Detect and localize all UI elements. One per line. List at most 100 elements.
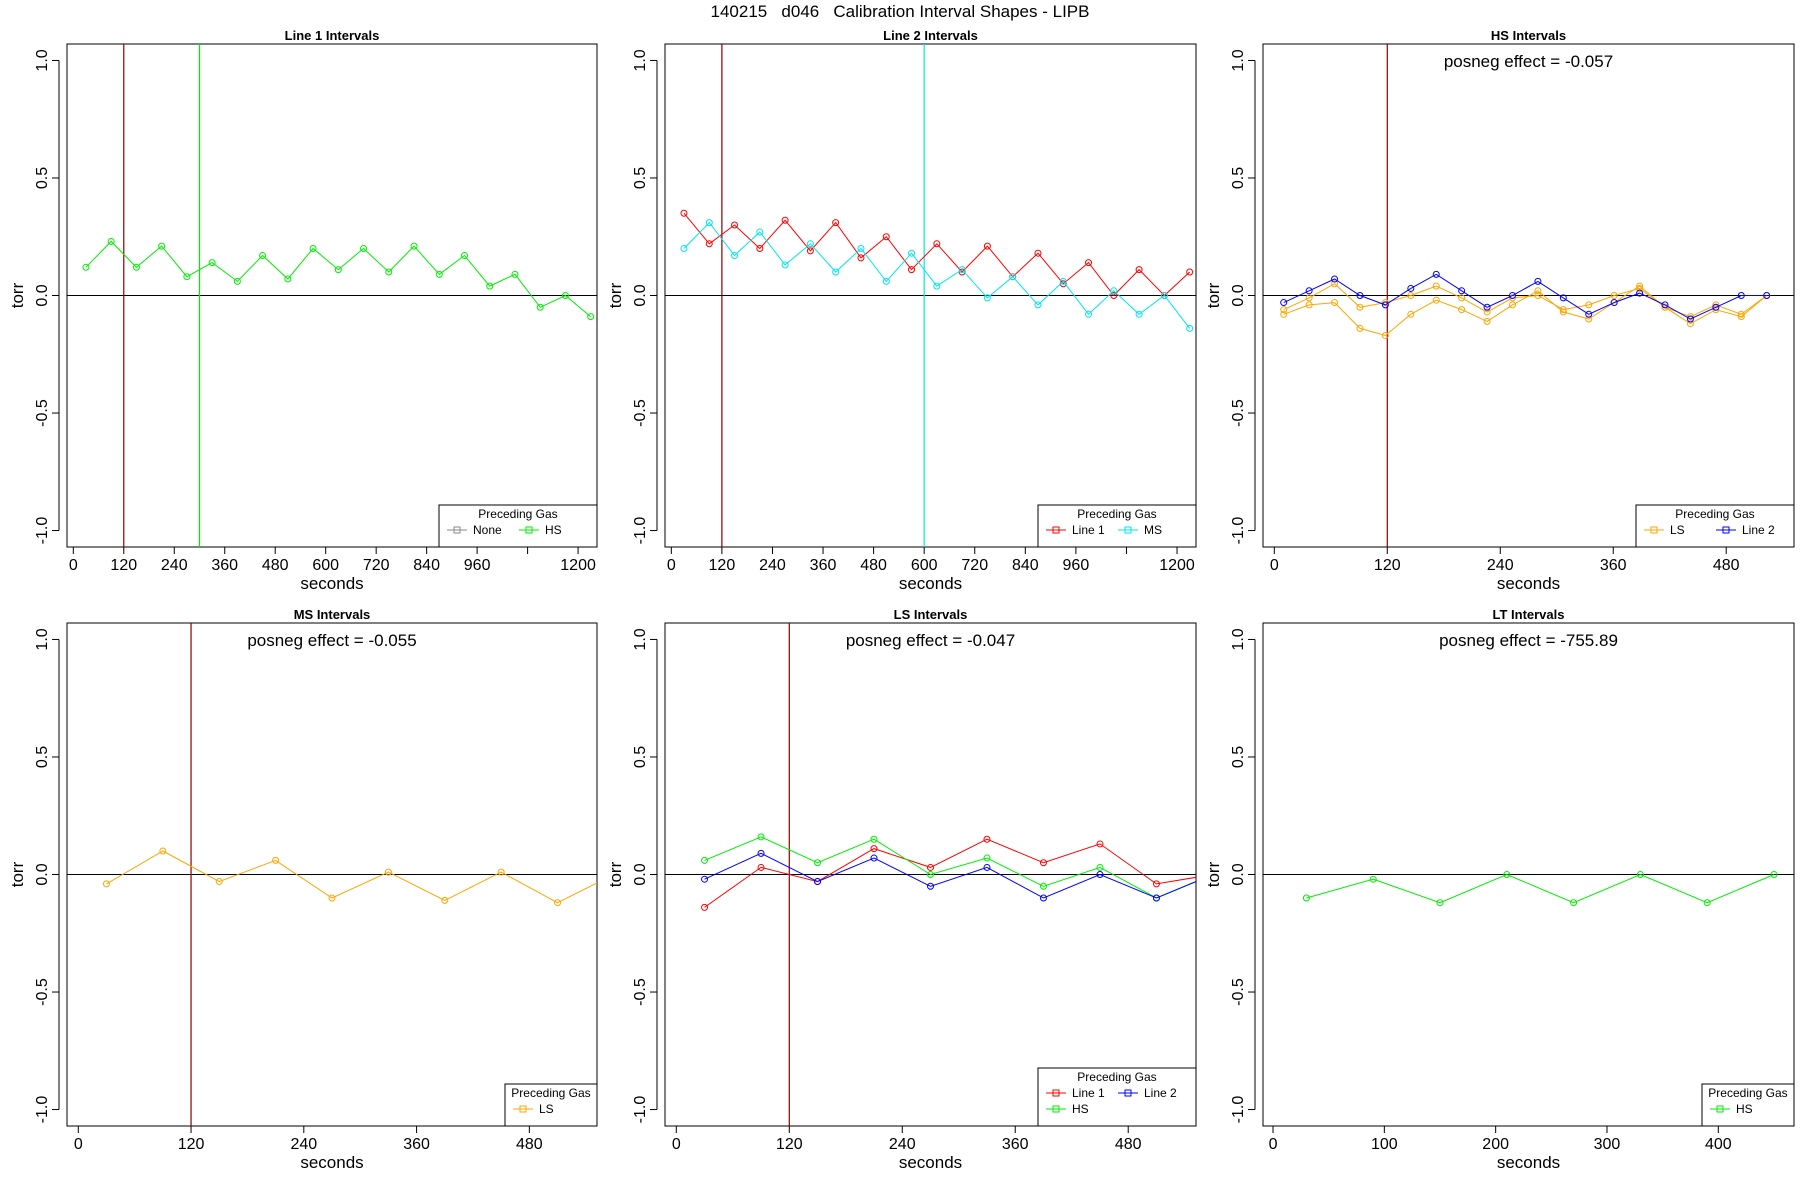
x-tick-label: 480 (1115, 1136, 1142, 1153)
y-tick-label: 0.5 (632, 167, 649, 189)
data-point (1160, 292, 1168, 299)
data-point (82, 263, 90, 271)
y-tick-label: 1.0 (1230, 49, 1247, 71)
legend-label: Line 2 (1144, 1086, 1177, 1100)
data-point (1508, 292, 1516, 299)
y-tick-label: -1.0 (632, 517, 649, 545)
data-point (705, 240, 713, 248)
legend-label: HS (1736, 1102, 1753, 1116)
data-point (1686, 315, 1694, 323)
data-point (259, 252, 267, 260)
data-point (1686, 313, 1694, 321)
data-point (158, 242, 166, 250)
data-point (208, 259, 216, 267)
plot-area (67, 44, 597, 547)
data-point (731, 221, 739, 229)
x-axis-label: seconds (899, 1153, 962, 1172)
data-point (1559, 308, 1567, 316)
plot-area (67, 623, 597, 1126)
data-point (1186, 324, 1194, 332)
data-point (1534, 287, 1542, 295)
data-point (983, 854, 991, 862)
x-tick-label: 480 (1713, 557, 1740, 574)
data-point (1763, 292, 1771, 299)
x-tick-label: 360 (1002, 1136, 1029, 1153)
x-axis-label: seconds (300, 574, 363, 593)
data-point (587, 313, 595, 321)
data-point (1280, 306, 1288, 314)
data-point (1636, 282, 1644, 290)
data-point (1458, 294, 1466, 302)
data-point (757, 863, 765, 871)
data-point (1096, 863, 1104, 871)
posneg-annotation: posneg effect = -755.89 (1439, 631, 1618, 650)
y-tick-label: 0.5 (1230, 746, 1247, 768)
data-point (511, 270, 519, 278)
data-point (781, 261, 789, 269)
data-point (1096, 871, 1104, 878)
legend-box (1635, 504, 1795, 548)
data-point (1135, 310, 1143, 318)
data-point (1407, 310, 1415, 318)
data-point (933, 282, 941, 290)
x-tick-label: 0 (1270, 557, 1279, 574)
data-point (1610, 292, 1618, 299)
data-point (284, 275, 292, 283)
data-point (1356, 292, 1364, 299)
series-line (704, 838, 1196, 908)
x-tick-label: 240 (161, 557, 188, 574)
legend-title: Preceding Gas (1077, 507, 1156, 521)
chart-title: LT Intervals (1492, 607, 1564, 622)
y-tick-label: 0.0 (1230, 284, 1247, 306)
y-tick-label: 1.0 (632, 49, 649, 71)
data-point (410, 242, 418, 250)
data-point (1381, 331, 1389, 339)
y-tick-label: -0.5 (632, 399, 649, 427)
data-point (731, 252, 739, 260)
data-point (806, 240, 814, 248)
y-tick-label: 1.0 (1230, 628, 1247, 650)
y-axis-label: torr (1204, 861, 1223, 887)
data-point (1508, 294, 1516, 302)
data-point (183, 273, 191, 281)
data-point (1483, 317, 1491, 325)
data-point (1186, 268, 1194, 276)
chart-panel-1: Line 1 Intervals -1.0 -0.5 0.0 0.5 1.0 torr 0 12… (8, 28, 598, 593)
y-axis-label: torr (606, 861, 625, 887)
x-tick-label: 1200 (560, 557, 596, 574)
data-point (497, 868, 505, 876)
data-point (983, 294, 991, 302)
data-point (1534, 292, 1542, 299)
data-point (309, 244, 317, 252)
data-point (1585, 301, 1593, 309)
posneg-annotation: posneg effect = -0.057 (1444, 52, 1613, 71)
y-axis-label: torr (8, 861, 27, 887)
series-line (85, 240, 592, 318)
data-point (705, 219, 713, 227)
data-point (908, 266, 916, 274)
legend-marker (1124, 1089, 1132, 1097)
legend: Preceding Gas LS Line 2 (1635, 504, 1795, 548)
data-point (1381, 301, 1389, 309)
x-tick-label: 0 (672, 1136, 681, 1153)
data-point (1152, 880, 1160, 888)
data-point (882, 277, 890, 285)
data-point (1110, 292, 1118, 299)
y-tick-label: 0.5 (34, 167, 51, 189)
data-point (1009, 273, 1017, 281)
legend-box (1037, 1067, 1197, 1127)
data-point (561, 292, 569, 299)
plot-area (665, 623, 1196, 1126)
legend-marker (453, 526, 461, 534)
x-tick-label: 600 (911, 557, 938, 574)
data-point (757, 833, 765, 841)
data-point (1686, 320, 1694, 328)
y-tick-label: -0.5 (632, 978, 649, 1006)
legend-title: Preceding Gas (1675, 507, 1754, 521)
x-tick-label: 1200 (1159, 557, 1195, 574)
chart-panel-2: Line 2 Intervals -1.0 -0.5 0.0 0.5 1.0 torr 0 12… (606, 28, 1197, 593)
legend-box (504, 1083, 598, 1127)
legend-label: MS (1144, 523, 1162, 537)
data-point (983, 242, 991, 250)
